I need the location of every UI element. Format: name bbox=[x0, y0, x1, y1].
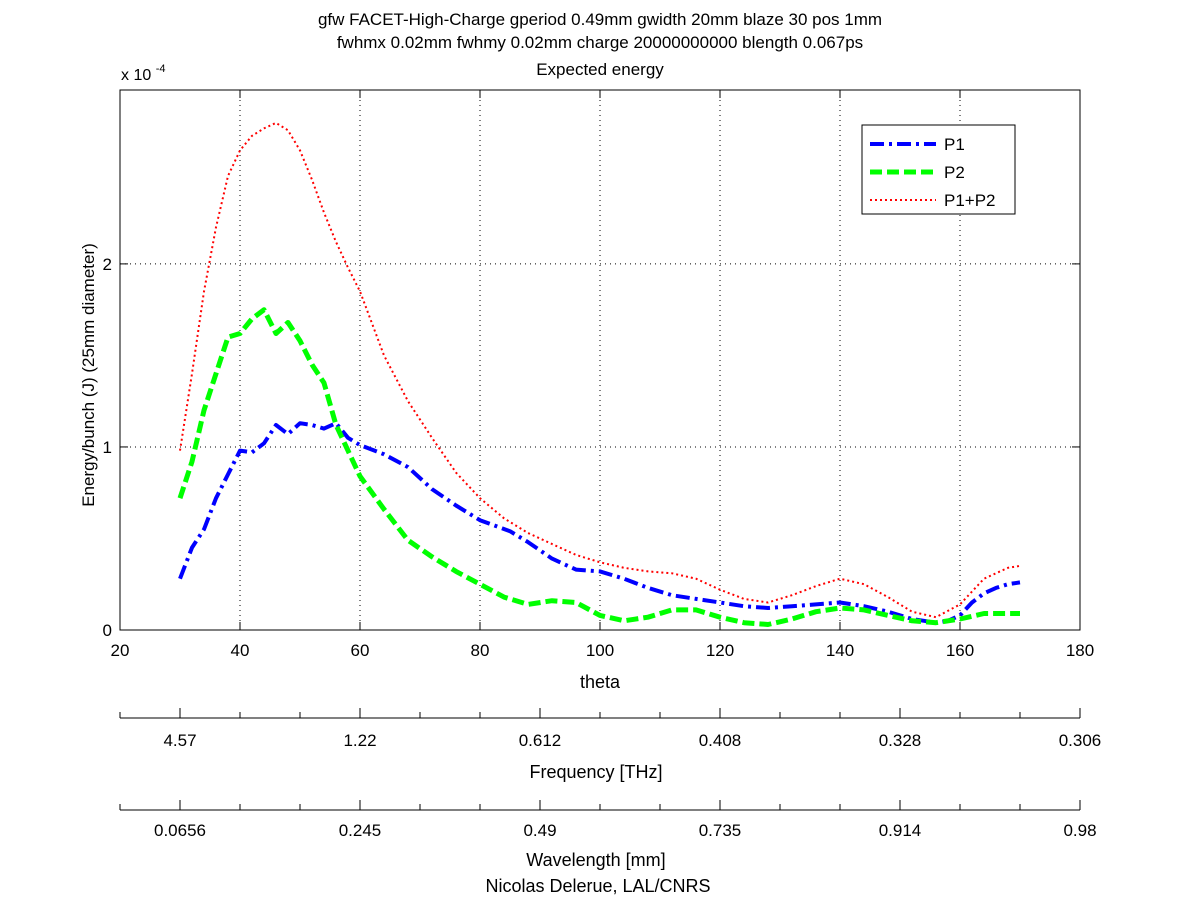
frequency-axis-tick-label: 0.306 bbox=[1059, 731, 1102, 750]
x-tick-label: 80 bbox=[471, 641, 490, 660]
legend-label-p2: P2 bbox=[944, 163, 965, 182]
frequency-axis-tick-labels: 4.57 1.22 0.612 0.408 0.328 0.306 bbox=[163, 731, 1101, 750]
y-multiplier-exponent: -4 bbox=[156, 63, 166, 75]
legend-label-p1-p2: P1+P2 bbox=[944, 191, 996, 210]
wavelength-axis-tick-label: 0.245 bbox=[339, 821, 382, 840]
y-multiplier: x 10 -4 bbox=[121, 63, 165, 84]
wavelength-axis-tick-label: 0.735 bbox=[699, 821, 742, 840]
frequency-axis-tick-label: 0.328 bbox=[879, 731, 922, 750]
wavelength-axis-tick-label: 0.914 bbox=[879, 821, 922, 840]
credit-text: Nicolas Delerue, LAL/CNRS bbox=[485, 876, 710, 896]
y-axis-label: Energy/bunch (J) (25mm diameter) bbox=[79, 243, 98, 507]
x-tick-label: 120 bbox=[706, 641, 734, 660]
frequency-axis-ticks bbox=[119, 708, 1081, 718]
y-tick-label: 0 bbox=[103, 621, 112, 640]
wavelength-axis-tick-label: 0.98 bbox=[1063, 821, 1096, 840]
grid-lines bbox=[120, 90, 1080, 630]
frequency-axis-tick-label: 0.612 bbox=[519, 731, 562, 750]
legend-label-p1: P1 bbox=[944, 135, 965, 154]
wavelength-axis-ticks bbox=[119, 800, 1081, 810]
x-tick-label: 180 bbox=[1066, 641, 1094, 660]
wavelength-axis-tick-labels: 0.0656 0.245 0.49 0.735 0.914 0.98 bbox=[154, 821, 1097, 840]
chart-title-line-1: gfw FACET-High-Charge gperiod 0.49mm gwi… bbox=[318, 10, 882, 29]
chart-title-line-2: fwhmx 0.02mm fwhmy 0.02mm charge 2000000… bbox=[337, 33, 863, 52]
x-tick-label: 100 bbox=[586, 641, 614, 660]
wavelength-axis-tick-label: 0.0656 bbox=[154, 821, 206, 840]
x-tick-label: 60 bbox=[351, 641, 370, 660]
y-tick-labels: 0 1 2 bbox=[103, 255, 112, 640]
wavelength-axis-tick-label: 0.49 bbox=[523, 821, 556, 840]
frequency-axis-tick-label: 1.22 bbox=[343, 731, 376, 750]
frequency-axis-tick-label: 0.408 bbox=[699, 731, 742, 750]
x-tick-label: 160 bbox=[946, 641, 974, 660]
y-tick-label: 2 bbox=[103, 255, 112, 274]
frequency-axis-label: Frequency [THz] bbox=[529, 762, 662, 782]
series-line-p2 bbox=[177, 307, 1020, 627]
y-multiplier-base: x 10 bbox=[121, 67, 151, 84]
wavelength-axis-label: Wavelength [mm] bbox=[526, 850, 665, 870]
frequency-axis-tick-label: 4.57 bbox=[163, 731, 196, 750]
frequency-axis: 4.57 1.22 0.612 0.408 0.328 0.306 Frequency [… bbox=[119, 708, 1101, 782]
series-lines bbox=[177, 121, 1021, 627]
x-tick-label: 40 bbox=[231, 641, 250, 660]
x-tick-label: 20 bbox=[111, 641, 130, 660]
legend: P1 P2 P1+P2 bbox=[861, 124, 1016, 215]
x-tick-labels: 20 40 60 80 100 120 140 160 180 bbox=[111, 641, 1095, 660]
x-tick-label: 140 bbox=[826, 641, 854, 660]
chart-title-line-3: Expected energy bbox=[536, 60, 664, 79]
wavelength-axis: 0.0656 0.245 0.49 0.735 0.914 0.98 Wavelength… bbox=[119, 800, 1097, 870]
series-line-p1-p2 bbox=[179, 121, 1021, 619]
x-axis-label: theta bbox=[580, 672, 621, 692]
y-tick-label: 1 bbox=[103, 438, 112, 457]
axis-ticks bbox=[119, 90, 1081, 631]
